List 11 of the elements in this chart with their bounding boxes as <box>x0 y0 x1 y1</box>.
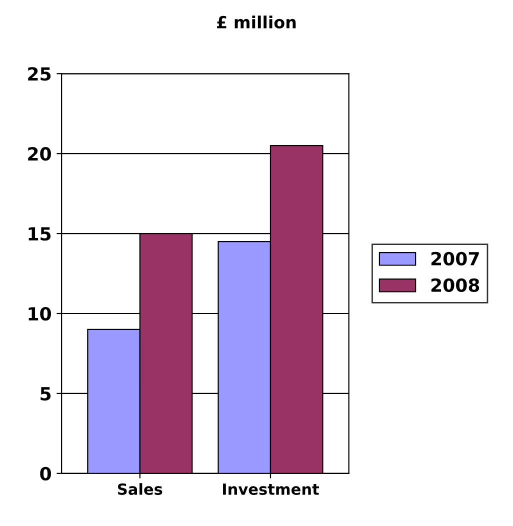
legend-label: 2008 <box>431 278 480 292</box>
y-tick-label: 15 <box>28 227 51 241</box>
y-tick-label: 5 <box>40 387 51 401</box>
chart-title: £ million <box>217 16 296 29</box>
y-tick-label: 0 <box>40 466 51 481</box>
x-tick-label: Sales <box>118 483 162 495</box>
y-tick-label: 20 <box>28 147 51 161</box>
x-tick-label: Investment <box>223 484 320 495</box>
y-tick-label: 25 <box>28 67 51 81</box>
y-tick-label: 10 <box>28 306 51 321</box>
legend-label: 2007 <box>431 252 479 266</box>
